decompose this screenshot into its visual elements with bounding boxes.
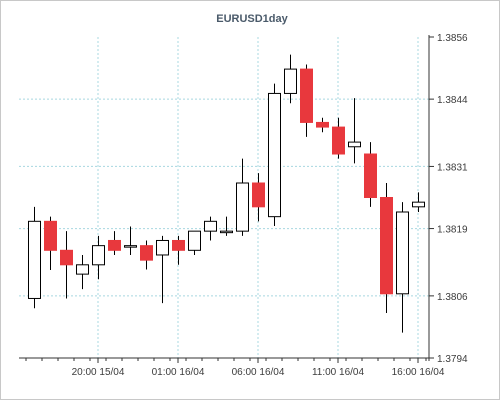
- candle-body-bull: [156, 239, 169, 256]
- candle-body-bear: [316, 121, 329, 128]
- candle-body-bull: [204, 220, 217, 232]
- candle-body-bear: [172, 239, 185, 251]
- x-tick-label: 01:00 16/04: [152, 367, 205, 378]
- candle-body-bear: [108, 239, 121, 251]
- candle-body-bull: [396, 211, 409, 295]
- candle-body-bull: [220, 230, 233, 234]
- y-tick-label: 1.3831: [437, 162, 468, 173]
- x-tick-label: 20:00 15/04: [72, 367, 125, 378]
- candle-body-bear: [300, 68, 313, 123]
- y-tick-label: 1.3844: [437, 95, 468, 106]
- candle-body-bear: [60, 249, 73, 266]
- candle-body-bear: [364, 153, 377, 198]
- candle-body-bull: [28, 220, 41, 299]
- candle-body-bull: [412, 201, 425, 208]
- candle-body-bull: [92, 245, 105, 266]
- candle-body-bull: [284, 68, 297, 94]
- x-tick-label: 16:00 16/04: [392, 367, 445, 378]
- candle-body-bull: [236, 182, 249, 232]
- candle-body-bear: [380, 197, 393, 295]
- candle-body-bull: [76, 264, 89, 275]
- y-tick-label: 1.3856: [437, 33, 468, 44]
- candle-body-bull: [348, 141, 361, 148]
- candle-body-bear: [252, 182, 265, 208]
- candle-body-bear: [44, 220, 57, 251]
- chart-title: EURUSD1day: [216, 13, 288, 25]
- candle-body-bear: [140, 245, 153, 261]
- y-tick-label: 1.3794: [437, 354, 468, 365]
- y-tick-label: 1.3819: [437, 225, 468, 236]
- x-tick-label: 11:00 16/04: [312, 367, 365, 378]
- candle-body-bear: [332, 126, 345, 155]
- y-tick-label: 1.3806: [437, 292, 468, 303]
- plot-area: [19, 37, 429, 358]
- x-tick-label: 06:00 16/04: [232, 367, 285, 378]
- candle-body-bull: [124, 245, 137, 248]
- candle-body-bull: [188, 230, 201, 251]
- candle-body-bull: [268, 92, 281, 218]
